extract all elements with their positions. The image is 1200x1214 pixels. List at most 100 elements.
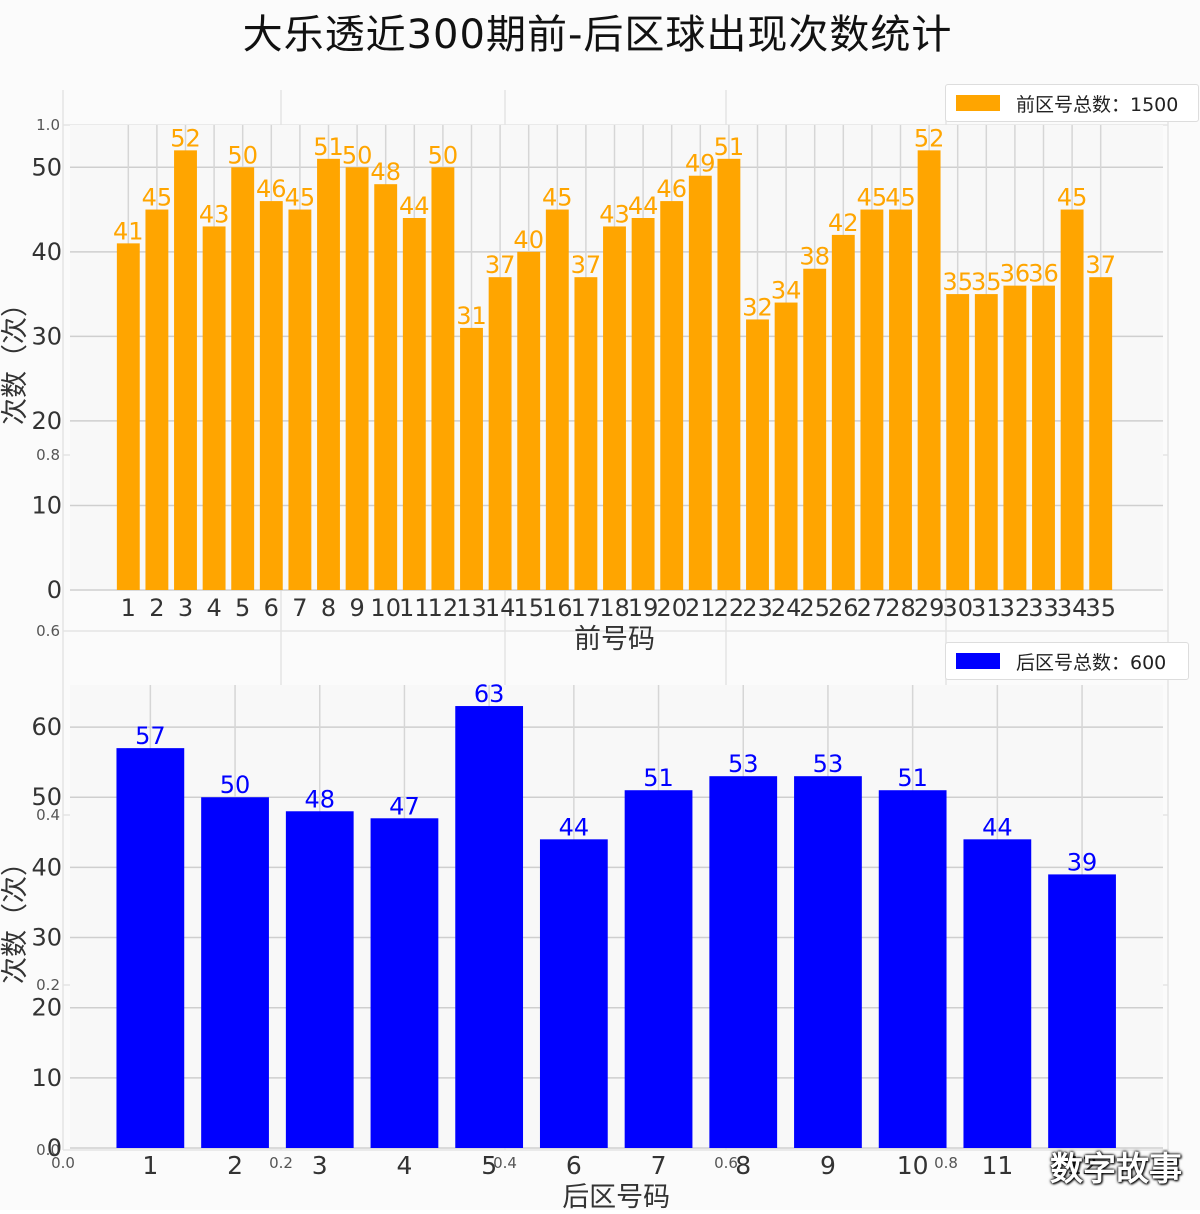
front-bar	[1089, 277, 1113, 590]
front-bar-value-label: 32	[742, 293, 773, 321]
front-x-tick-label: 17	[571, 594, 602, 622]
back-bar	[794, 776, 862, 1148]
front-y-tick-label: 0	[47, 576, 62, 604]
back-y-axis-label: 次数（次）	[0, 849, 31, 984]
back-bar	[116, 748, 185, 1148]
front-bar-value-label: 48	[370, 158, 401, 186]
front-x-tick-label: 30	[942, 594, 973, 622]
front-bar	[488, 277, 512, 590]
back-legend-label: 后区号总数：600	[1016, 651, 1167, 674]
background-y-tick-label: 0.2	[36, 976, 60, 994]
front-bar-value-label: 45	[142, 184, 173, 212]
front-x-tick-label: 9	[349, 594, 364, 622]
back-x-tick-label: 6	[566, 1151, 582, 1180]
front-bar-value-label: 41	[113, 217, 144, 245]
back-y-tick-label: 0	[47, 1134, 62, 1162]
back-bar-value-label: 51	[897, 764, 928, 792]
front-y-tick-label: 50	[31, 153, 62, 181]
front-bar	[889, 209, 912, 590]
front-y-tick-label: 20	[31, 407, 62, 435]
front-bar-value-label: 43	[599, 200, 630, 228]
background-y-tick-label: 0.4	[36, 806, 60, 824]
back-x-tick-label: 10	[897, 1151, 929, 1180]
front-bar	[746, 319, 769, 590]
back-bar	[963, 839, 1032, 1148]
background-y-tick-label: 0.8	[36, 446, 60, 464]
back-x-tick-label: 7	[651, 1151, 667, 1180]
front-bar	[402, 218, 426, 590]
front-legend: 前区号总数：1500	[945, 84, 1199, 122]
back-y-tick-label: 30	[31, 924, 62, 952]
front-x-tick-label: 7	[292, 594, 307, 622]
front-x-tick-label: 2	[149, 594, 164, 622]
back-bar-value-label: 50	[220, 771, 251, 799]
front-bar-value-label: 36	[1000, 260, 1031, 288]
front-x-tick-label: 21	[685, 594, 716, 622]
front-bar-value-label: 35	[971, 268, 1002, 296]
back-bar	[455, 706, 524, 1148]
front-y-tick-label: 40	[31, 238, 62, 266]
back-bar	[539, 839, 608, 1148]
back-x-tick-label: 1	[142, 1151, 158, 1180]
front-bar	[660, 201, 684, 590]
front-x-tick-label: 25	[799, 594, 830, 622]
background-x-tick-label: 0.4	[493, 1154, 517, 1172]
front-bar	[1032, 285, 1055, 590]
back-x-tick-label: 11	[981, 1151, 1013, 1180]
front-x-tick-label: 14	[485, 594, 516, 622]
background-x-tick-label: 0.8	[934, 1154, 958, 1172]
front-bar-value-label: 50	[428, 141, 459, 169]
front-bar	[831, 234, 855, 590]
front-bar-value-label: 52	[914, 124, 945, 152]
back-x-tick-label: 5	[481, 1151, 497, 1180]
back-x-tick-label: 2	[227, 1151, 243, 1180]
front-bar-value-label: 35	[942, 268, 973, 296]
back-bar-value-label: 47	[389, 792, 420, 820]
front-x-tick-label: 33	[1028, 594, 1059, 622]
back-bar-value-label: 53	[813, 750, 844, 778]
front-bar-value-label: 49	[685, 150, 716, 178]
front-bar-value-label: 50	[342, 141, 373, 169]
front-legend-label: 前区号总数：1500	[1016, 93, 1179, 116]
front-x-tick-label: 13	[456, 594, 487, 622]
front-bar	[603, 226, 626, 591]
back-bar	[285, 811, 354, 1148]
back-y-tick-label: 60	[31, 713, 62, 741]
front-x-tick-label: 22	[714, 594, 745, 622]
front-x-tick-label: 5	[235, 594, 250, 622]
back-bar-value-label: 39	[1067, 848, 1098, 876]
front-x-tick-label: 27	[857, 594, 888, 622]
front-bar	[803, 268, 827, 590]
front-x-tick-label: 35	[1085, 594, 1116, 622]
front-x-tick-label: 10	[370, 594, 401, 622]
front-bar-value-label: 37	[571, 251, 602, 279]
front-bar-value-label: 45	[1057, 184, 1088, 212]
front-x-axis-label: 前号码	[574, 624, 655, 655]
front-bar	[317, 158, 340, 590]
front-x-tick-label: 32	[1000, 594, 1031, 622]
front-bar-value-label: 45	[285, 184, 316, 212]
back-legend: 后区号总数：600	[945, 642, 1189, 680]
watermark-text: 数字故事	[1050, 1149, 1182, 1188]
front-bar	[574, 277, 598, 590]
front-bar-value-label: 34	[771, 277, 802, 305]
back-bar-value-label: 48	[304, 785, 335, 813]
front-x-tick-label: 20	[656, 594, 687, 622]
front-x-tick-label: 4	[206, 594, 221, 622]
back-bar	[709, 776, 778, 1148]
front-x-tick-label: 18	[599, 594, 630, 622]
front-bar-value-label: 43	[199, 200, 230, 228]
background-x-tick-label: 0.6	[714, 1154, 738, 1172]
front-bar-value-label: 45	[542, 184, 573, 212]
front-x-tick-label: 8	[321, 594, 336, 622]
front-bar-value-label: 42	[828, 209, 859, 237]
front-bar	[1060, 209, 1084, 590]
background-x-tick-label: 1.0	[1156, 1154, 1180, 1172]
front-x-tick-label: 12	[428, 594, 459, 622]
back-bar	[1048, 874, 1116, 1148]
front-x-tick-label: 19	[628, 594, 659, 622]
background-y-tick-label: 1.0	[36, 116, 60, 134]
back-y-tick-label: 10	[31, 1064, 62, 1092]
back-bar	[201, 797, 269, 1148]
front-x-tick-label: 1	[121, 594, 136, 622]
